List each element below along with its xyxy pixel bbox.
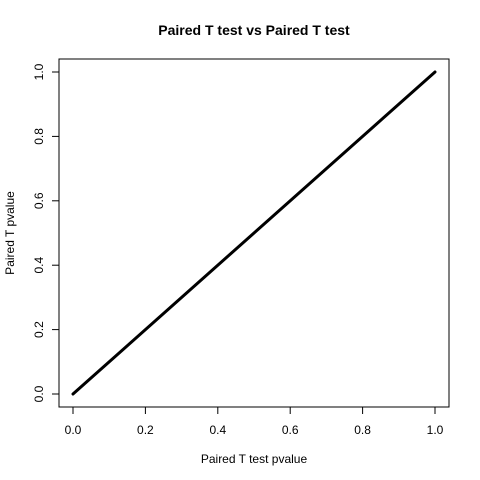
- series-line: [71, 70, 437, 396]
- chart-title: Paired T test vs Paired T test: [158, 22, 350, 38]
- y-tick-label: 0.8: [32, 128, 46, 145]
- x-tick-label: 0.6: [282, 423, 299, 437]
- x-axis: 0.0 0.2 0.4 0.6 0.8 1.0: [65, 406, 444, 437]
- y-tick-label: 0.6: [32, 192, 46, 209]
- x-tick-label: 1.0: [427, 423, 444, 437]
- y-axis-label: Paired T pvalue: [3, 191, 17, 275]
- x-axis-label: Paired T test pvalue: [201, 452, 308, 466]
- y-axis: 0.0 0.2 0.4 0.6 0.8 1.0: [32, 63, 60, 402]
- x-tick-label: 0.4: [209, 423, 226, 437]
- x-tick-label: 0.8: [354, 423, 371, 437]
- y-tick-label: 0.4: [32, 257, 46, 274]
- y-tick-label: 0.0: [32, 385, 46, 402]
- x-tick-label: 0.2: [137, 423, 154, 437]
- series-layer: [71, 70, 437, 396]
- y-tick-label: 0.2: [32, 321, 46, 338]
- x-tick-label: 0.0: [65, 423, 82, 437]
- y-tick-label: 1.0: [32, 63, 46, 80]
